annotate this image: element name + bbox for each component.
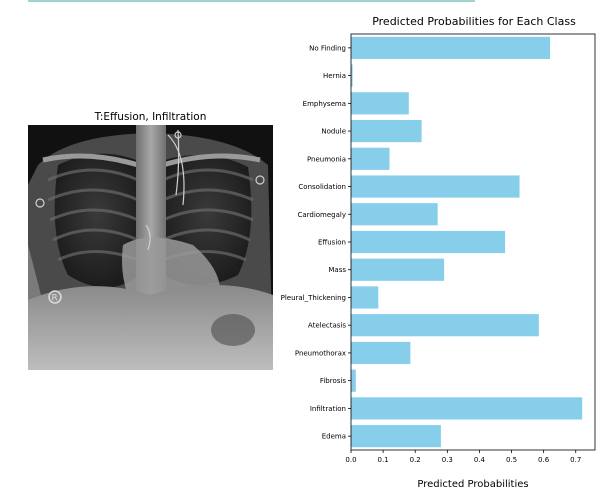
bar-cardiomegaly bbox=[351, 203, 438, 226]
bar-fibrosis bbox=[351, 369, 356, 392]
y-tick-label: Infiltration bbox=[310, 405, 346, 413]
y-tick-label: Fibrosis bbox=[320, 377, 347, 385]
bar-pleural-thickening bbox=[351, 286, 379, 309]
x-tick-label: 0.2 bbox=[410, 456, 421, 464]
x-tick-label: 0.3 bbox=[442, 456, 453, 464]
y-tick-label: Pneumothorax bbox=[295, 349, 346, 357]
y-tick-label: Atelectasis bbox=[308, 322, 346, 330]
x-axis-label: Predicted Probabilities bbox=[417, 479, 528, 490]
y-tick-label: No Finding bbox=[309, 44, 346, 52]
y-tick-label: Pleural_Thickening bbox=[281, 294, 346, 302]
x-tick-label: 0.0 bbox=[345, 456, 356, 464]
chest-xray-image: R bbox=[28, 125, 273, 370]
x-tick-label: 0.7 bbox=[570, 456, 581, 464]
bar-consolidation bbox=[351, 175, 520, 198]
bar-effusion bbox=[351, 230, 506, 254]
y-tick-label: Mass bbox=[328, 266, 346, 274]
bar-atelectasis bbox=[351, 314, 539, 337]
bar-pneumonia bbox=[351, 147, 390, 170]
y-tick-label: Pneumonia bbox=[307, 155, 346, 163]
y-tick-label: Effusion bbox=[318, 239, 346, 247]
x-tick-label: 0.1 bbox=[378, 456, 389, 464]
bar-mass bbox=[351, 258, 445, 281]
y-tick-label: Nodule bbox=[321, 128, 346, 136]
svg-text:R: R bbox=[52, 294, 58, 304]
y-tick-label: Edema bbox=[322, 433, 346, 441]
chart-title: Predicted Probabilities for Each Class bbox=[372, 15, 576, 28]
chest-xray-drawing: R bbox=[28, 125, 273, 370]
bar-pneumothorax bbox=[351, 341, 411, 365]
plot-area-frame bbox=[350, 33, 596, 451]
bar-emphysema bbox=[351, 92, 409, 115]
y-tick-label: Emphysema bbox=[303, 100, 346, 108]
bar-edema bbox=[351, 425, 441, 448]
y-tick-label: Consolidation bbox=[298, 183, 346, 191]
bar-infiltration bbox=[351, 397, 583, 420]
y-tick-label: Hernia bbox=[323, 72, 346, 80]
bar-no finding bbox=[351, 36, 551, 59]
xray-title: T:Effusion, Infiltration bbox=[94, 111, 207, 123]
bar-hernia bbox=[351, 64, 353, 87]
x-tick-label: 0.6 bbox=[538, 456, 550, 464]
x-tick-label: 0.5 bbox=[506, 456, 517, 464]
x-tick-label: 0.4 bbox=[474, 456, 486, 464]
top-divider bbox=[28, 0, 475, 2]
bar-nodule bbox=[351, 119, 422, 143]
y-tick-label: Cardiomegaly bbox=[297, 211, 346, 219]
